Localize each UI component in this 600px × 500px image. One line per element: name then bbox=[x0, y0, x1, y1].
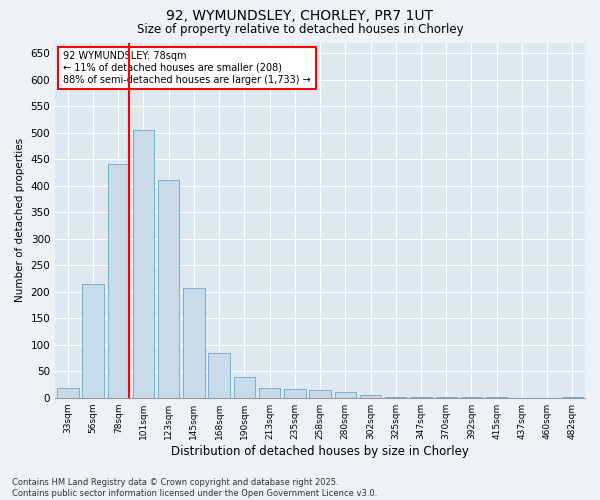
Bar bbox=[57, 388, 79, 398]
Bar bbox=[335, 392, 356, 398]
Text: 92, WYMUNDSLEY, CHORLEY, PR7 1UT: 92, WYMUNDSLEY, CHORLEY, PR7 1UT bbox=[167, 9, 433, 23]
Bar bbox=[158, 180, 179, 398]
Text: Contains HM Land Registry data © Crown copyright and database right 2025.
Contai: Contains HM Land Registry data © Crown c… bbox=[12, 478, 377, 498]
Bar bbox=[233, 376, 255, 398]
X-axis label: Distribution of detached houses by size in Chorley: Distribution of detached houses by size … bbox=[171, 444, 469, 458]
Bar bbox=[461, 397, 482, 398]
Bar bbox=[82, 284, 104, 398]
Bar bbox=[385, 396, 406, 398]
Bar bbox=[410, 397, 432, 398]
Bar bbox=[284, 388, 305, 398]
Bar bbox=[183, 288, 205, 398]
Y-axis label: Number of detached properties: Number of detached properties bbox=[15, 138, 25, 302]
Bar bbox=[486, 397, 508, 398]
Text: 92 WYMUNDSLEY: 78sqm
← 11% of detached houses are smaller (208)
88% of semi-deta: 92 WYMUNDSLEY: 78sqm ← 11% of detached h… bbox=[63, 52, 311, 84]
Bar bbox=[133, 130, 154, 398]
Text: Size of property relative to detached houses in Chorley: Size of property relative to detached ho… bbox=[137, 22, 463, 36]
Bar bbox=[107, 164, 129, 398]
Bar bbox=[360, 395, 381, 398]
Bar bbox=[259, 388, 280, 398]
Bar bbox=[310, 390, 331, 398]
Bar bbox=[562, 396, 583, 398]
Bar bbox=[436, 397, 457, 398]
Bar bbox=[208, 352, 230, 398]
